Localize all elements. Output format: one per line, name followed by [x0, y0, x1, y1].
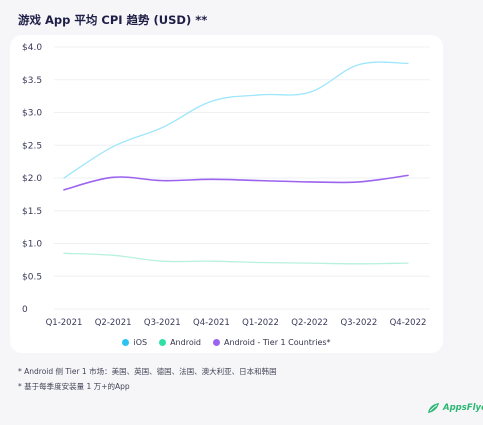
- legend-dot-tier1: [213, 339, 221, 346]
- y-axis-ticks: $4.0 $3.5 $3.0 $2.5 $2.0 $1.5 $1.0 $0.5 0: [22, 43, 42, 315]
- legend-label-ios: iOS: [133, 338, 148, 347]
- legend-item-ios: iOS: [122, 338, 147, 347]
- footnote-install-threshold: * 基于每季度安装量 1 万+的App: [18, 382, 130, 391]
- y-tick-label: $1.5: [22, 207, 42, 217]
- footnote-tier1-markets: * Android 侧 Tier 1 市场：美国、英国、德国、法国、澳大利亚、日…: [18, 367, 277, 376]
- legend-dot-ios: [122, 339, 130, 346]
- y-tick-label: $0.5: [22, 272, 42, 282]
- legend-item-android: Android: [159, 338, 201, 347]
- series-lines: [63, 61, 409, 265]
- series-line-android: [63, 252, 409, 265]
- x-tick-label: Q4-2022: [390, 318, 427, 328]
- x-tick-label: Q2-2021: [95, 318, 132, 328]
- logo-text: AppsFlyer: [443, 403, 483, 413]
- y-tick-label: $2.0: [22, 174, 42, 184]
- x-axis-ticks: Q1-2021 Q2-2021 Q3-2021 Q4-2021 Q1-2022 Q2-20…: [46, 318, 427, 328]
- x-tick-label: Q4-2021: [193, 318, 230, 328]
- x-tick-label: Q3-2022: [340, 318, 377, 328]
- x-tick-label: Q1-2022: [242, 318, 279, 328]
- legend-label-tier1: Android - Tier 1 Countries*: [224, 338, 331, 347]
- y-tick-label: $4.0: [22, 43, 42, 53]
- legend: iOS Android Android - Tier 1 Countries*: [10, 338, 443, 347]
- legend-item-tier1: Android - Tier 1 Countries*: [213, 338, 331, 347]
- series-line-ios: [63, 61, 409, 179]
- chart-title: 游戏 App 平均 CPI 趋势 (USD) **: [18, 13, 208, 27]
- y-tick-label: $3.0: [22, 109, 42, 119]
- x-tick-label: Q3-2021: [144, 318, 181, 328]
- appsflyer-logo: AppsFlyer: [427, 402, 483, 414]
- y-tick-label: $2.5: [22, 141, 42, 151]
- y-tick-label: 0: [22, 305, 28, 315]
- chart-card: $4.0 $3.5 $3.0 $2.5 $2.0 $1.5 $1.0 $0.5 0 Q1-202…: [10, 35, 443, 353]
- x-tick-label: Q2-2022: [291, 318, 328, 328]
- leaf-icon: [428, 403, 439, 413]
- legend-dot-android: [159, 339, 167, 346]
- x-tick-label: Q1-2021: [46, 318, 83, 328]
- y-tick-label: $3.5: [22, 76, 42, 86]
- legend-label-android: Android: [170, 338, 202, 347]
- y-tick-label: $1.0: [22, 240, 42, 250]
- series-line-tier1: [63, 174, 409, 191]
- line-chart: $4.0 $3.5 $3.0 $2.5 $2.0 $1.5 $1.0 $0.5 0 Q1-202…: [22, 43, 430, 328]
